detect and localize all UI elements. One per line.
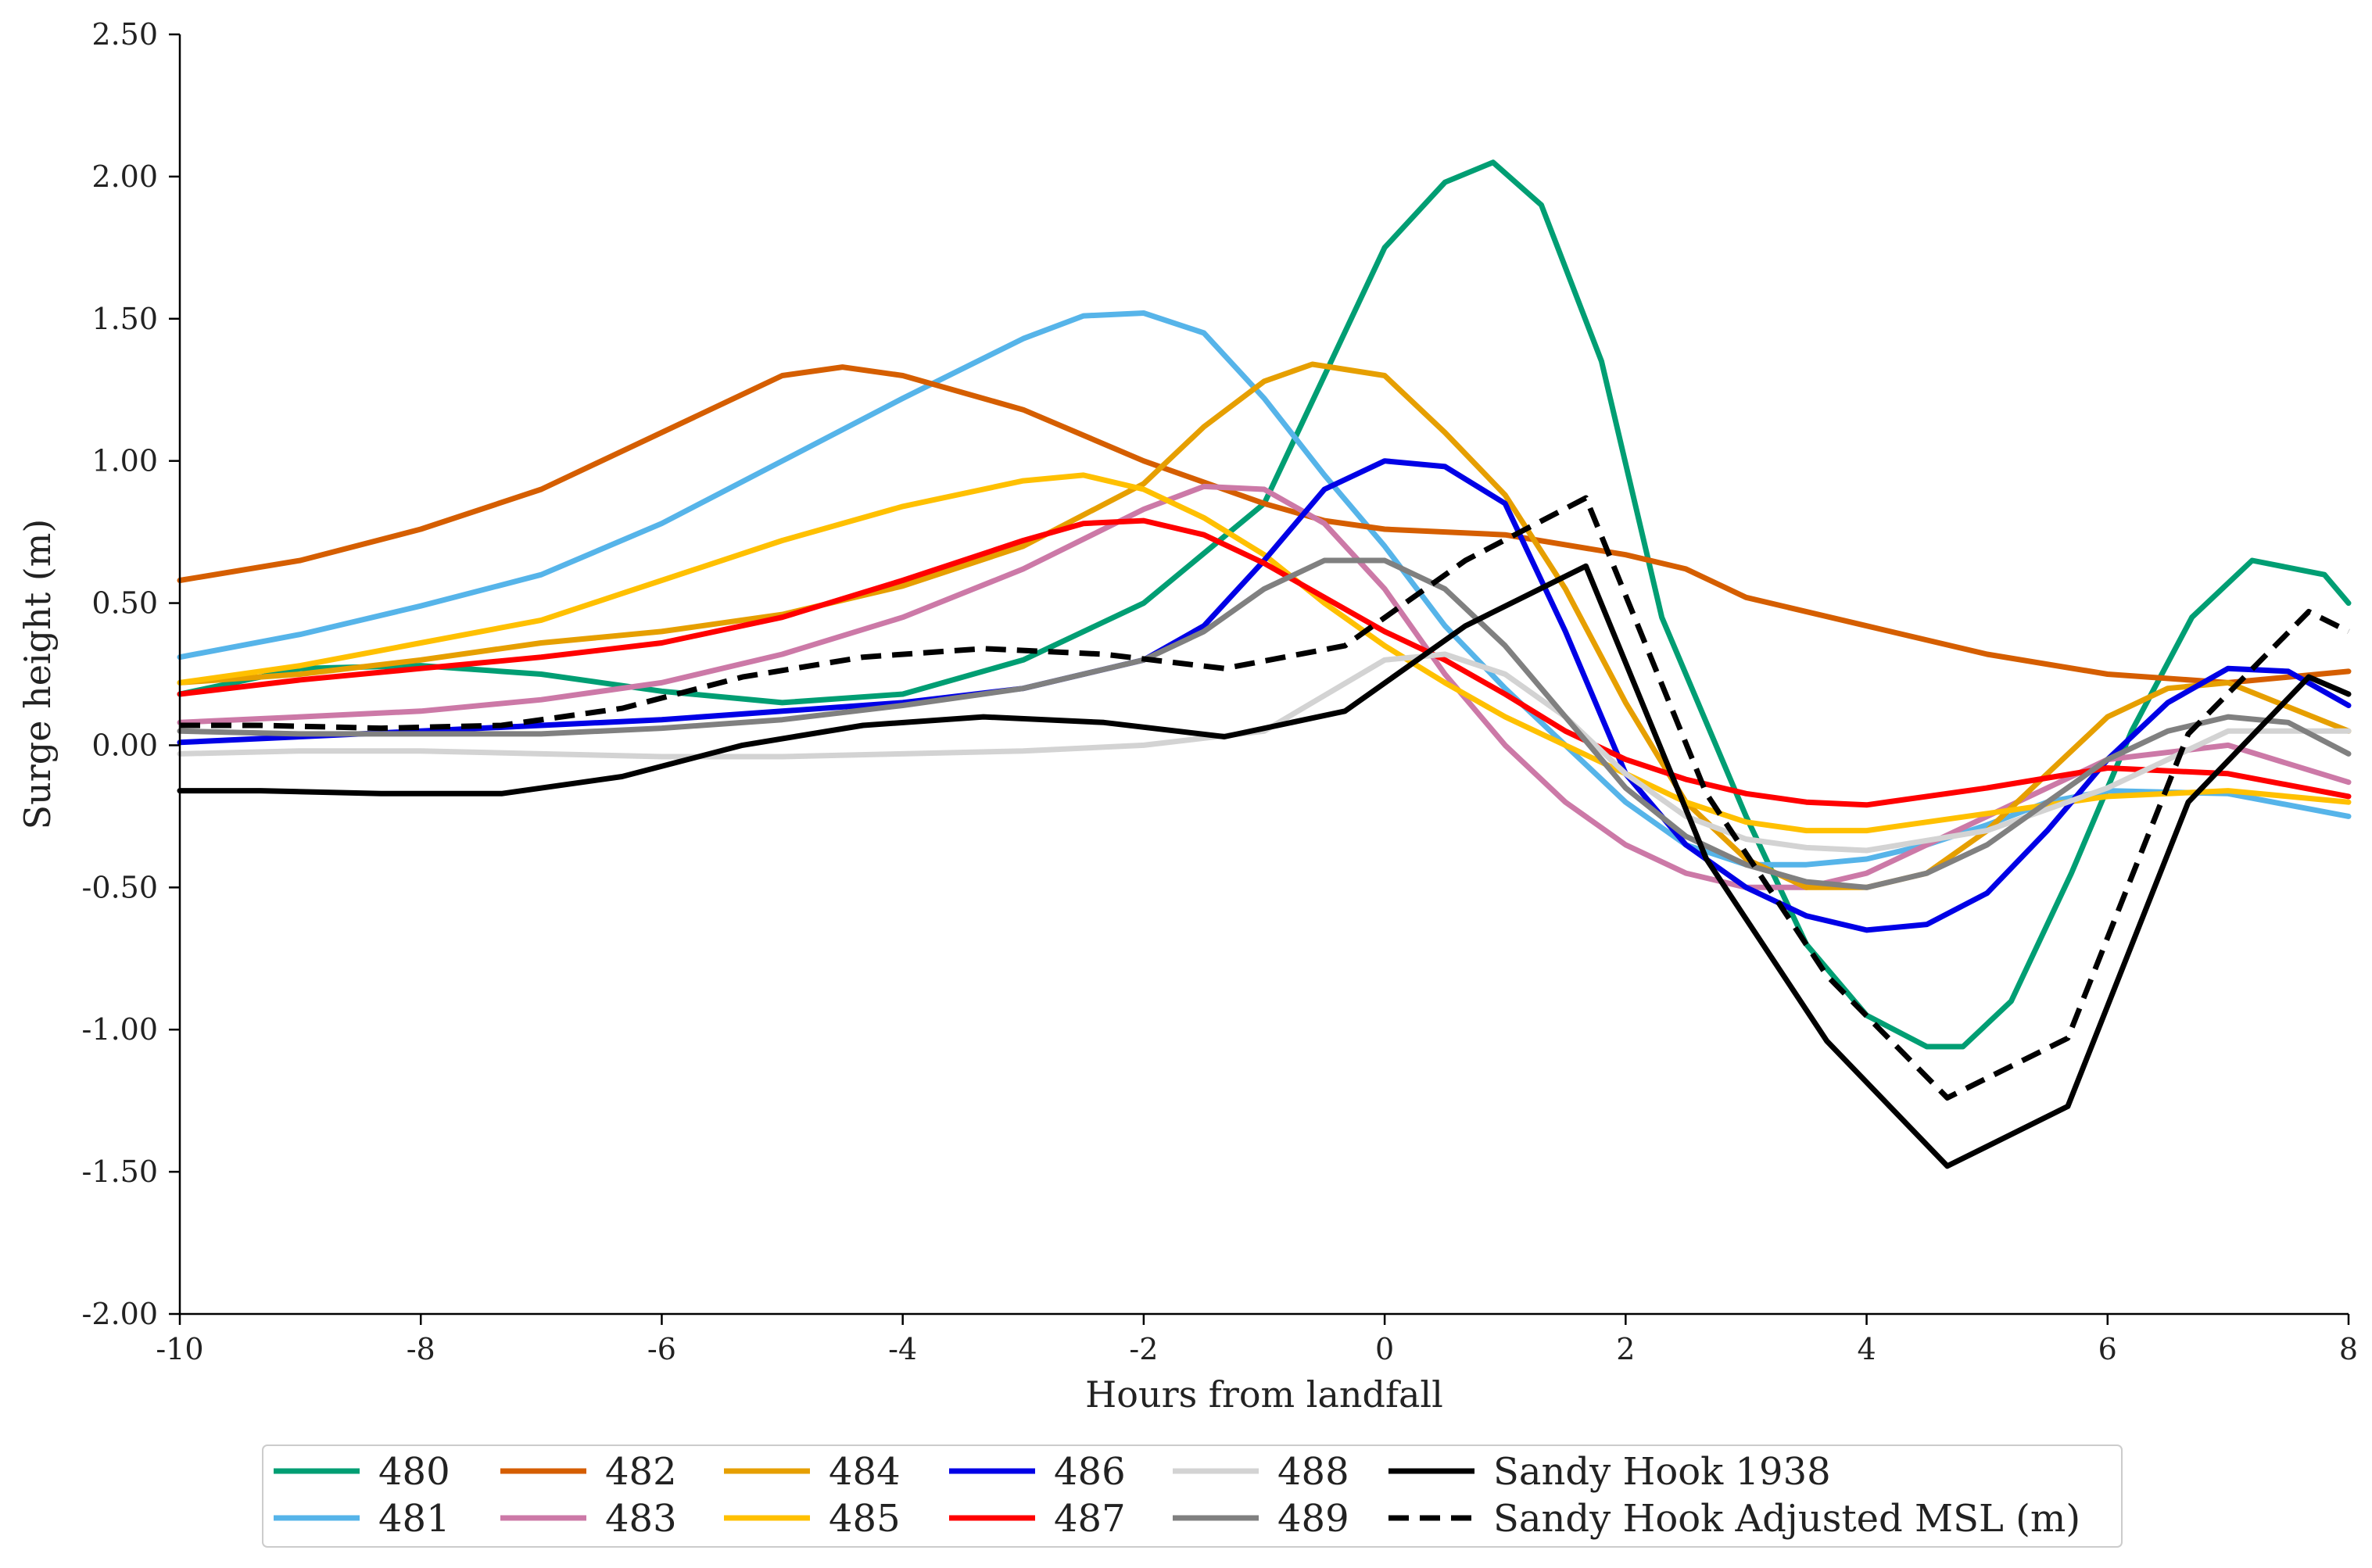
series-line-485 [177,472,2352,834]
x-tick-label: 8 [2339,1332,2358,1366]
legend-item: 489 [1173,1497,1349,1541]
series-layer [177,159,2352,1169]
y-tick-label: -1.00 [82,1012,158,1047]
y-tick-label: 1.50 [91,302,158,336]
legend-label: 480 [378,1450,450,1494]
y-tick-label: 0.50 [91,586,158,621]
y-tick-label: 2.50 [91,17,158,52]
axes-layer: -10 -8 -6 -4 -2 0 2 4 6 8 -2.00 -1.50 -1.00 -0.50 0.0… [16,17,2358,1416]
series-line-sandy-hook-1938 [177,563,2352,1169]
x-tick-label: 6 [2098,1332,2117,1366]
x-tick-label: -4 [888,1332,917,1366]
series-line-489 [177,557,2352,890]
x-ticks: -10 -8 -6 -4 -2 0 2 4 6 8 [156,1314,2358,1366]
y-ticks: -2.00 -1.50 -1.00 -0.50 0.00 0.50 1.00 1.50 2.00… [82,17,180,1331]
legend-label: 481 [378,1497,450,1541]
legend-item: 486 [949,1450,1126,1494]
legend-label: 483 [605,1497,677,1541]
x-tick-label: 4 [1857,1332,1876,1366]
x-tick-label: 2 [1616,1332,1635,1366]
x-axis-label: Hours from landfall [1085,1373,1443,1416]
legend-label: 488 [1277,1450,1349,1494]
y-tick-label: -2.00 [82,1297,158,1331]
y-tick-label: 1.00 [91,444,158,478]
legend-item: Sandy Hook Adjusted MSL (m) [1388,1497,2080,1541]
legend-item: 483 [500,1497,677,1541]
legend-item: 481 [274,1497,450,1541]
legend-item: 487 [949,1497,1126,1541]
series-line-483 [177,483,2352,890]
y-axis-label: Surge height (m) [16,519,59,830]
series-line-sandy-hook-adjusted-msl-m [180,495,2350,1101]
series-line-480 [177,159,2352,1050]
legend-item: 482 [500,1450,677,1494]
legend-item: 488 [1173,1450,1349,1494]
legend-label: 482 [605,1450,677,1494]
y-tick-label: -1.50 [82,1155,158,1189]
series-line-486 [177,458,2352,933]
legend-label: Sandy Hook Adjusted MSL (m) [1493,1497,2080,1541]
series-line-482 [177,364,2352,686]
legend-item: Sandy Hook 1938 [1388,1450,1831,1494]
y-tick-label: -0.50 [82,870,158,904]
x-tick-label: -10 [156,1332,203,1366]
x-tick-label: -8 [407,1332,435,1366]
x-tick-label: -6 [647,1332,676,1366]
legend-item: 485 [724,1497,901,1541]
series-line-488 [177,651,2352,854]
legend-label: Sandy Hook 1938 [1493,1450,1831,1494]
x-tick-label: 0 [1375,1332,1394,1366]
y-tick-label: 2.00 [91,159,158,194]
legend-item: 480 [274,1450,450,1494]
series-line-487 [177,517,2352,808]
legend-label: 486 [1054,1450,1126,1494]
x-tick-label: -2 [1129,1332,1158,1366]
legend-item: 484 [724,1450,901,1494]
series-line-484 [177,361,2352,890]
y-tick-label: 0.00 [91,728,158,762]
legend-label: 487 [1054,1497,1126,1541]
legend-label: 485 [829,1497,901,1541]
legend-label: 484 [829,1450,901,1494]
legend-label: 489 [1277,1497,1349,1541]
